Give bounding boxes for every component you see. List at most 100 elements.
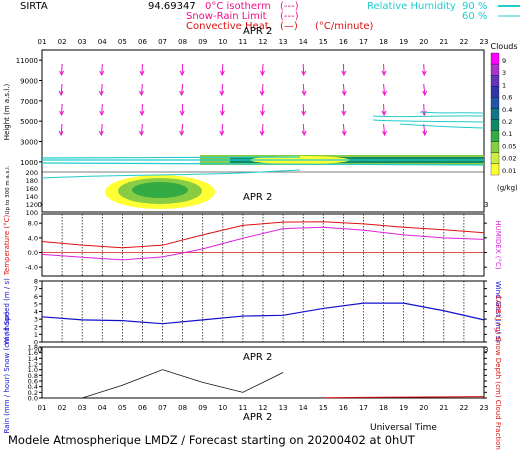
wind-arrow-head bbox=[59, 110, 65, 117]
height-tick-label: 9000 bbox=[20, 78, 38, 86]
colorbar-tick-label: 9 bbox=[502, 57, 506, 65]
wind-arrow bbox=[302, 103, 305, 115]
wind-arrow bbox=[140, 123, 143, 135]
wind-arrow-head bbox=[139, 110, 145, 117]
wind-arrow bbox=[100, 123, 103, 135]
low-height-tick-label: 200 bbox=[26, 169, 38, 177]
wind-arrow-head bbox=[341, 70, 347, 77]
wind-arrow-head bbox=[301, 130, 307, 137]
colorbar-swatch bbox=[490, 163, 500, 176]
hour-label-bottom: 05 bbox=[118, 404, 127, 412]
wind-arrow-head bbox=[98, 130, 104, 137]
rain-panel-ytick-label: 1.2 bbox=[28, 361, 38, 369]
hour-label-bottom: 18 bbox=[379, 404, 388, 412]
wind-arrow-head bbox=[260, 110, 265, 117]
legend-isotherm: 0°C isotherm bbox=[205, 1, 271, 12]
wind-panel-ytick-label: 3 bbox=[34, 316, 38, 324]
hour-label-top: 09 bbox=[198, 38, 207, 46]
colorbar-swatch bbox=[490, 97, 500, 109]
wind-arrow bbox=[342, 83, 345, 95]
wind-arrow bbox=[101, 63, 103, 75]
wind-arrow-head bbox=[98, 90, 104, 97]
colorbar-tick-label: 0.2 bbox=[502, 118, 512, 126]
hour-label-top: 07 bbox=[158, 38, 167, 46]
wind-arrow-head bbox=[58, 130, 64, 137]
wind-panel-ytick-label: 2 bbox=[34, 323, 38, 331]
wind-arrow-head bbox=[259, 90, 265, 97]
hour-label-top: 17 bbox=[359, 38, 368, 46]
colorbar-swatch bbox=[490, 130, 500, 142]
hour-label-bottom: 01 bbox=[38, 404, 47, 412]
wind-arrow bbox=[383, 103, 385, 115]
wind-arrow-head bbox=[179, 90, 185, 97]
hour-label-top: 20 bbox=[419, 38, 428, 46]
hour-label-bottom: 08 bbox=[178, 404, 187, 412]
forecast-caption: Modele Atmospherique LMDZ / Forecast sta… bbox=[8, 433, 416, 447]
colorbar-swatch bbox=[490, 86, 500, 98]
wind-arrow bbox=[383, 63, 385, 75]
wind-arrow-head bbox=[219, 90, 225, 97]
hour-label-top: 05 bbox=[118, 38, 127, 46]
hour-label-top: 12 bbox=[259, 38, 268, 46]
wind-arrow bbox=[302, 123, 305, 135]
temp-panel-ytick-label: 0.0 bbox=[28, 249, 38, 257]
height-tick-label: 3000 bbox=[20, 139, 38, 147]
cloud-colorbar: Clouds 9 3 1 0.6 0.4 0.2 0.1 0.05 0.02 0.01 (g/kg) bbox=[490, 42, 518, 192]
wind-panel-ytick-label: 7 bbox=[34, 285, 38, 293]
wind-panel-ytick-label: 4 bbox=[34, 308, 38, 316]
legend-snow-rain-symbol: (---) bbox=[280, 11, 299, 22]
date-label-bottom: APR 2 bbox=[243, 412, 272, 423]
hour-label-bottom: 10 bbox=[218, 404, 227, 412]
hour-label-bottom: 11 bbox=[238, 404, 247, 412]
wind-arrow bbox=[221, 63, 224, 75]
colorbar-title: Clouds bbox=[490, 42, 517, 51]
height-tick-label: 5000 bbox=[20, 118, 38, 126]
series-humidex bbox=[41, 226, 485, 261]
height-axis-label: Height (m a.s.l.) bbox=[3, 84, 11, 141]
legend-snow-rain: Snow-Rain Limit bbox=[186, 11, 267, 22]
wind-panel-ylabel: Wind Speed (m / s) bbox=[3, 278, 11, 345]
wind-arrow-head bbox=[381, 110, 387, 117]
wind-arrow bbox=[141, 103, 143, 115]
rain-panel-ytick-label: 1.4 bbox=[28, 355, 38, 363]
hour-label-bottom: 12 bbox=[259, 404, 268, 412]
rain-panel-ytick-label: 0.2 bbox=[28, 389, 38, 397]
colorbar-tick-label: 0.4 bbox=[502, 106, 512, 114]
cloud-blob-core bbox=[132, 182, 188, 198]
wind-arrow-head bbox=[99, 110, 105, 117]
colorbar-tick-label: 0.05 bbox=[502, 142, 516, 150]
wind-arrow bbox=[60, 83, 63, 95]
rain-panel-ylabel: Rain (mm / hour) Snow (cm / hour) bbox=[3, 311, 11, 433]
height-tick-label: 1000 bbox=[20, 159, 38, 167]
cloud-panel: 1000 3000 5000 7000 9000 11000 100120140160180… bbox=[3, 49, 485, 217]
low-height-tick-label: 180 bbox=[26, 177, 38, 185]
rh-label: Relative Humidity bbox=[367, 1, 456, 12]
hour-label-bottom: 07 bbox=[158, 404, 167, 412]
hour-label-bottom: 09 bbox=[198, 404, 207, 412]
rain-panel-ytick-label: 1.8 bbox=[28, 344, 38, 352]
height-tick-label: 7000 bbox=[20, 98, 38, 106]
hour-label-top: 18 bbox=[379, 38, 388, 46]
legend-convective: Convective Heat. bbox=[186, 21, 272, 32]
hour-label-bottom: 14 bbox=[299, 404, 308, 412]
wind-panel-ytick-label: 5 bbox=[34, 300, 38, 308]
hour-label-top: 03 bbox=[78, 38, 87, 46]
hour-label-bottom: 17 bbox=[359, 404, 368, 412]
temp-panel-ytick-label: 8.0 bbox=[28, 220, 38, 228]
colorbar-tick-label: 1 bbox=[502, 81, 506, 89]
wind-arrow bbox=[302, 63, 305, 75]
wind-arrow-head bbox=[58, 90, 64, 97]
rain-panel-ytick-label: 0.4 bbox=[28, 383, 38, 391]
hour-label-bottom: 03 bbox=[78, 404, 87, 412]
rain-panel: 0.00.20.40.60.81.01.21.41.61.8 Rain (mm /… bbox=[3, 295, 502, 450]
legend-convective-symbol: (—) bbox=[280, 21, 298, 32]
wind-arrow bbox=[342, 63, 345, 75]
rh-contour-low bbox=[41, 156, 301, 159]
series-cape bbox=[323, 396, 485, 399]
wind-panel-ylabel-right: Wind Gust (m / s) bbox=[494, 281, 502, 342]
wind-panel-ytick-label: 8 bbox=[34, 278, 38, 286]
hour-label-top: 23 bbox=[480, 38, 489, 46]
hour-label-bottom: 04 bbox=[98, 404, 107, 412]
temp-panel-ylabel: Temperature (°C) bbox=[3, 215, 11, 277]
header: SIRTA 94.69347 0°C isotherm (---) Snow-R… bbox=[20, 1, 520, 32]
